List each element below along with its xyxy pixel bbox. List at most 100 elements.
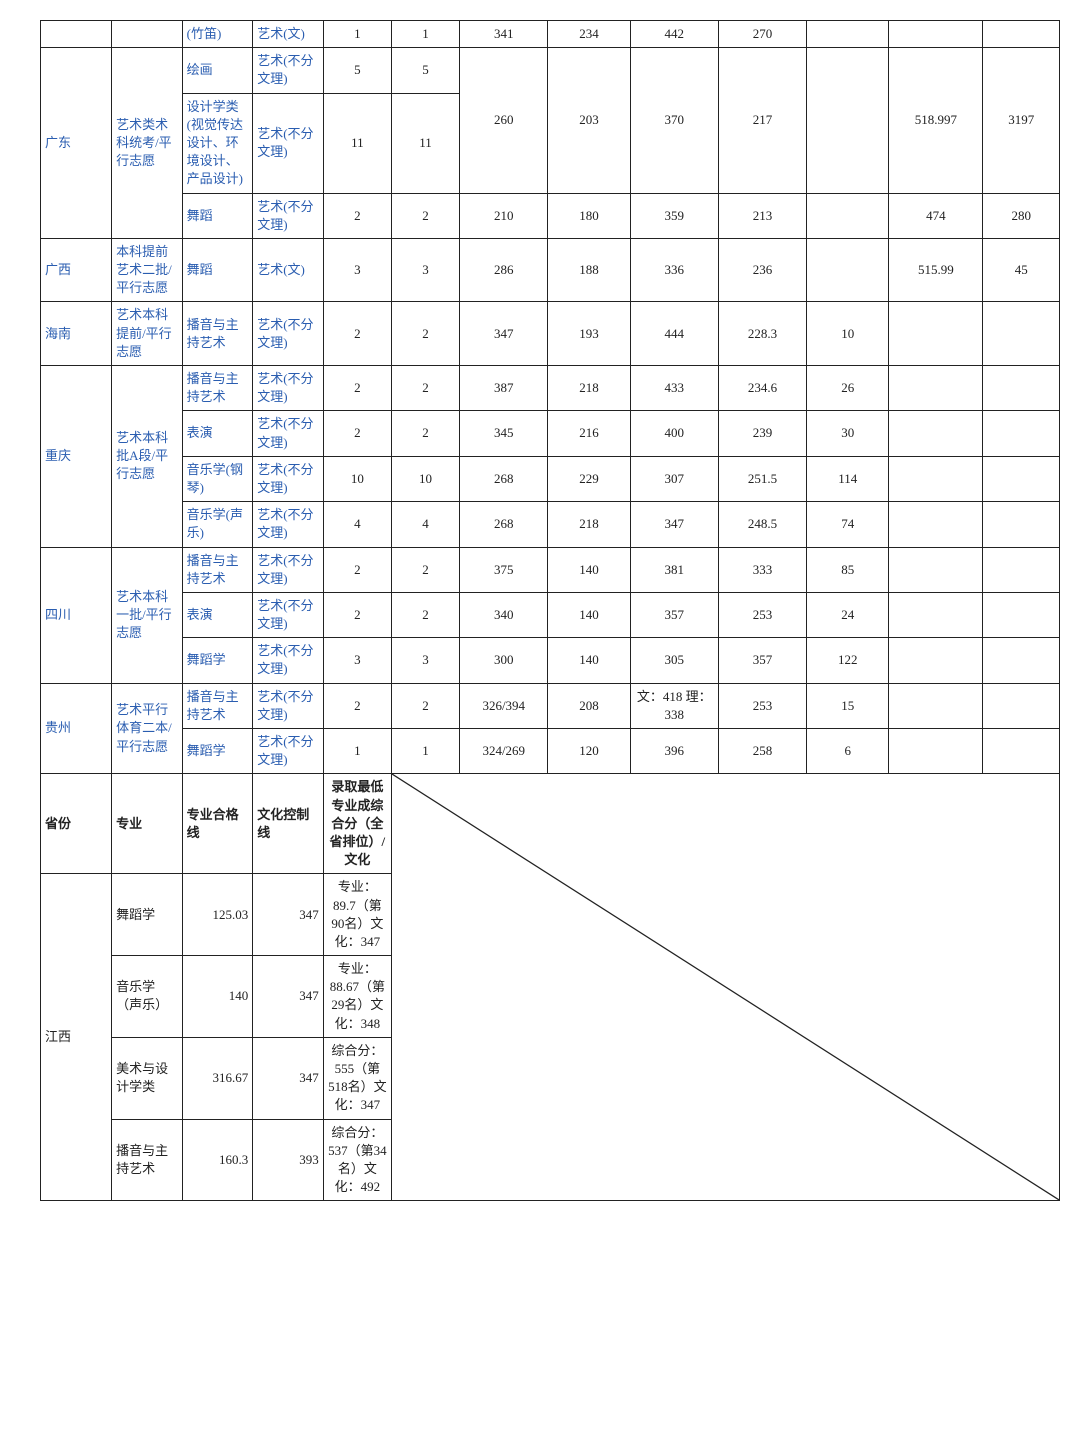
row-sc-1: 四川 艺术本科一批/平行志愿 播音与主持艺术 艺术(不分文理) 2 2 375 … bbox=[41, 547, 1060, 592]
cell: 5 bbox=[323, 48, 391, 93]
cell-type: 艺术(不分文理) bbox=[253, 193, 324, 238]
cell bbox=[983, 366, 1060, 411]
cell: 2 bbox=[391, 411, 459, 456]
cell: 258 bbox=[718, 729, 806, 774]
cell bbox=[983, 302, 1060, 366]
cell-province: 江西 bbox=[41, 874, 112, 1201]
cell-major: 播音与主持艺术 bbox=[182, 547, 253, 592]
cell bbox=[807, 238, 889, 302]
cell-result: 综合分：555（第518名）文化：347 bbox=[323, 1037, 391, 1119]
cell: 228.3 bbox=[718, 302, 806, 366]
row-sc-2: 表演 艺术(不分文理) 2 2 340 140 357 253 24 bbox=[41, 592, 1060, 637]
cell: 239 bbox=[718, 411, 806, 456]
cell: 2 bbox=[323, 193, 391, 238]
cell: 24 bbox=[807, 592, 889, 637]
cell: 260 bbox=[460, 48, 548, 193]
cell bbox=[889, 21, 983, 48]
cell: 114 bbox=[807, 456, 889, 501]
cell-type: 艺术(不分文理) bbox=[253, 638, 324, 683]
cell bbox=[983, 729, 1060, 774]
cell: 518.997 bbox=[889, 48, 983, 193]
cell: 3 bbox=[391, 238, 459, 302]
cell bbox=[889, 302, 983, 366]
header-qual: 专业合格线 bbox=[182, 774, 253, 874]
cell-ctrl: 347 bbox=[253, 956, 324, 1038]
row-header2: 省份 专业 专业合格线 文化控制线 录取最低专业成综合分（全省排位）/文化 bbox=[41, 774, 1060, 874]
cell bbox=[983, 683, 1060, 728]
cell bbox=[889, 366, 983, 411]
cell: 3 bbox=[391, 638, 459, 683]
cell: 336 bbox=[630, 238, 718, 302]
cell: 286 bbox=[460, 238, 548, 302]
cell: 340 bbox=[460, 592, 548, 637]
cell-province: 重庆 bbox=[41, 366, 112, 548]
cell-major: 播音与主持艺术 bbox=[182, 302, 253, 366]
cell: 442 bbox=[630, 21, 718, 48]
cell: 10 bbox=[391, 456, 459, 501]
cell-major: 舞蹈 bbox=[182, 193, 253, 238]
diagonal-line-icon bbox=[392, 774, 1059, 1200]
cell bbox=[112, 21, 183, 48]
cell-type: 艺术(文) bbox=[253, 238, 324, 302]
cell: 326/394 bbox=[460, 683, 548, 728]
cell-major: 音乐学(声乐) bbox=[182, 502, 253, 547]
cell: 文：418 理：338 bbox=[630, 683, 718, 728]
cell-ctrl: 347 bbox=[253, 1037, 324, 1119]
cell: 234.6 bbox=[718, 366, 806, 411]
cell-major: 设计学类(视觉传达设计、环境设计、产品设计) bbox=[182, 93, 253, 193]
cell: 347 bbox=[460, 302, 548, 366]
row-sc-3: 舞蹈学 艺术(不分文理) 3 3 300 140 305 357 122 bbox=[41, 638, 1060, 683]
cell bbox=[889, 592, 983, 637]
cell: 2 bbox=[323, 302, 391, 366]
cell: 280 bbox=[983, 193, 1060, 238]
cell: 229 bbox=[548, 456, 630, 501]
cell: 474 bbox=[889, 193, 983, 238]
cell-type: 艺术(不分文理) bbox=[253, 683, 324, 728]
cell: 6 bbox=[807, 729, 889, 774]
cell-type: 艺术(不分文理) bbox=[253, 93, 324, 193]
cell: 203 bbox=[548, 48, 630, 193]
cell-major: (竹笛) bbox=[182, 21, 253, 48]
cell: 300 bbox=[460, 638, 548, 683]
row-cq-3: 音乐学(钢琴) 艺术(不分文理) 10 10 268 229 307 251.5… bbox=[41, 456, 1060, 501]
cell: 1 bbox=[391, 729, 459, 774]
cell bbox=[983, 456, 1060, 501]
cell bbox=[889, 547, 983, 592]
cell: 120 bbox=[548, 729, 630, 774]
cell: 210 bbox=[460, 193, 548, 238]
cell: 268 bbox=[460, 502, 548, 547]
cell-type: 艺术(不分文理) bbox=[253, 366, 324, 411]
cell bbox=[983, 502, 1060, 547]
cell-major: 播音与主持艺术 bbox=[182, 366, 253, 411]
cell: 236 bbox=[718, 238, 806, 302]
cell: 307 bbox=[630, 456, 718, 501]
cell: 347 bbox=[630, 502, 718, 547]
cell-ctrl: 347 bbox=[253, 874, 324, 956]
cell: 444 bbox=[630, 302, 718, 366]
cell-major: 舞蹈 bbox=[182, 238, 253, 302]
cell bbox=[889, 411, 983, 456]
row-gd-3: 舞蹈 艺术(不分文理) 2 2 210 180 359 213 474 280 bbox=[41, 193, 1060, 238]
cell-result: 综合分：537（第34名）文化：492 bbox=[323, 1119, 391, 1201]
cell: 333 bbox=[718, 547, 806, 592]
cell: 381 bbox=[630, 547, 718, 592]
cell: 74 bbox=[807, 502, 889, 547]
cell-province: 广东 bbox=[41, 48, 112, 239]
cell-major: 表演 bbox=[182, 411, 253, 456]
cell bbox=[889, 683, 983, 728]
header-major: 专业 bbox=[112, 774, 183, 874]
cell: 193 bbox=[548, 302, 630, 366]
cell: 400 bbox=[630, 411, 718, 456]
cell: 234 bbox=[548, 21, 630, 48]
cell bbox=[889, 456, 983, 501]
cell: 341 bbox=[460, 21, 548, 48]
cell-major: 舞蹈学 bbox=[182, 729, 253, 774]
header-province: 省份 bbox=[41, 774, 112, 874]
cell-batch: 艺术平行体育二本/平行志愿 bbox=[112, 683, 183, 774]
cell: 515.99 bbox=[889, 238, 983, 302]
cell bbox=[807, 48, 889, 193]
cell: 213 bbox=[718, 193, 806, 238]
cell-major: 绘画 bbox=[182, 48, 253, 93]
cell: 11 bbox=[391, 93, 459, 193]
cell: 208 bbox=[548, 683, 630, 728]
